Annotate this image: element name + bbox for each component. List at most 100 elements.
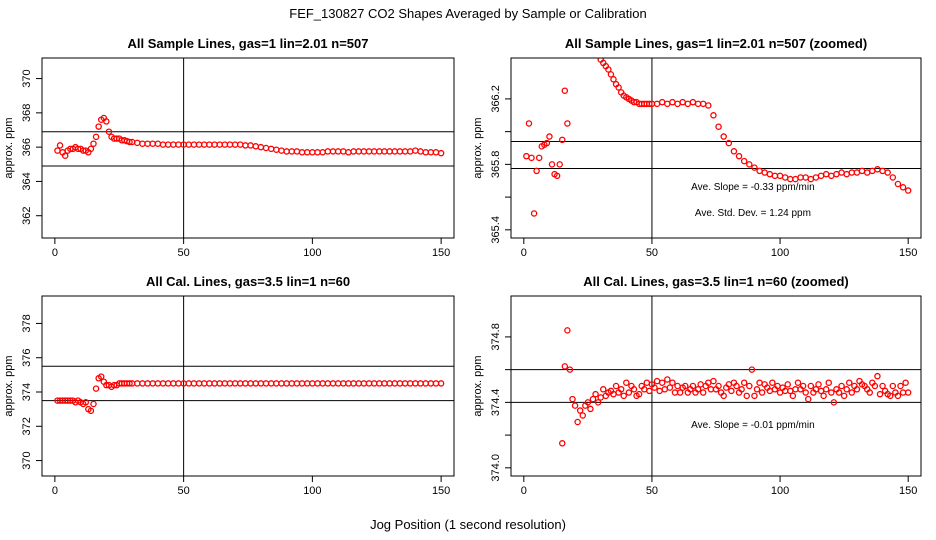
data-point bbox=[635, 390, 643, 398]
data-point bbox=[535, 154, 543, 162]
data-point bbox=[427, 380, 435, 387]
data-point bbox=[386, 148, 393, 155]
x-tick-label: 0 bbox=[521, 485, 527, 497]
data-point bbox=[766, 170, 774, 178]
data-point bbox=[623, 379, 630, 386]
data-point bbox=[365, 148, 373, 155]
data-point bbox=[92, 133, 100, 141]
data-point bbox=[620, 392, 628, 400]
data-point bbox=[571, 402, 579, 409]
data-point bbox=[858, 167, 866, 175]
data-point bbox=[843, 170, 850, 178]
data-point bbox=[190, 380, 198, 387]
data-point bbox=[807, 382, 815, 390]
data-point bbox=[733, 382, 740, 390]
data-point bbox=[566, 366, 574, 373]
data-point bbox=[139, 380, 146, 387]
data-point bbox=[350, 380, 357, 387]
data-point bbox=[401, 380, 409, 387]
data-point bbox=[164, 141, 172, 148]
data-point bbox=[61, 152, 69, 159]
data-point bbox=[699, 100, 707, 108]
data-point bbox=[612, 382, 620, 390]
data-point bbox=[417, 380, 424, 387]
data-point bbox=[154, 380, 162, 387]
data-point bbox=[200, 380, 208, 387]
data-point bbox=[406, 148, 414, 155]
data-point bbox=[231, 141, 239, 148]
data-point bbox=[743, 392, 751, 400]
data-point bbox=[725, 139, 733, 147]
data-point bbox=[610, 76, 617, 83]
data-point bbox=[283, 148, 290, 155]
data-point bbox=[391, 148, 399, 155]
data-point bbox=[820, 392, 827, 400]
data-point bbox=[530, 210, 538, 217]
data-point bbox=[597, 394, 604, 401]
data-point bbox=[432, 380, 440, 387]
y-tick-label: 374 bbox=[21, 383, 33, 401]
data-point bbox=[412, 380, 419, 387]
data-point bbox=[756, 379, 763, 386]
data-point bbox=[707, 386, 715, 393]
data-point bbox=[139, 140, 146, 147]
data-point bbox=[242, 142, 249, 149]
data-point bbox=[784, 381, 792, 388]
data-point bbox=[879, 382, 886, 390]
data-point bbox=[370, 380, 378, 387]
data-point bbox=[190, 141, 198, 148]
data-point bbox=[365, 380, 373, 387]
data-point bbox=[694, 100, 702, 108]
data-point bbox=[340, 148, 347, 155]
data-point bbox=[705, 102, 712, 109]
data-point bbox=[237, 141, 244, 148]
x-tick-label: 0 bbox=[521, 247, 527, 259]
y-axis-label: approx. ppm bbox=[3, 117, 15, 178]
plot-frame bbox=[510, 295, 922, 477]
data-point bbox=[543, 139, 551, 147]
data-point bbox=[432, 149, 440, 156]
data-point bbox=[789, 392, 797, 400]
data-point bbox=[669, 379, 676, 386]
x-tick-label: 50 bbox=[178, 485, 190, 497]
data-point bbox=[149, 380, 156, 387]
data-point bbox=[329, 380, 337, 387]
y-tick-label: 374.0 bbox=[490, 454, 502, 482]
data-point bbox=[90, 400, 97, 408]
x-tick-label: 100 bbox=[303, 485, 321, 497]
y-tick-label: 378 bbox=[21, 314, 33, 332]
data-point bbox=[262, 380, 270, 387]
data-point bbox=[792, 386, 799, 393]
data-point bbox=[574, 418, 581, 426]
data-point bbox=[360, 148, 368, 155]
data-point bbox=[200, 141, 208, 148]
data-point bbox=[902, 379, 909, 386]
data-point bbox=[195, 380, 203, 387]
data-point bbox=[564, 327, 571, 334]
data-point bbox=[273, 380, 280, 387]
data-point bbox=[175, 141, 182, 148]
data-point bbox=[869, 167, 876, 175]
data-point bbox=[746, 382, 753, 390]
data-point bbox=[345, 149, 352, 156]
data-point bbox=[437, 380, 445, 387]
data-point bbox=[170, 380, 177, 387]
plot-frame bbox=[41, 295, 455, 477]
data-point bbox=[159, 141, 167, 148]
data-point bbox=[746, 161, 753, 168]
data-points bbox=[559, 327, 912, 447]
data-point bbox=[799, 382, 807, 390]
data-point bbox=[303, 149, 311, 156]
data-point bbox=[587, 405, 594, 413]
data-point bbox=[710, 112, 717, 119]
data-point bbox=[761, 169, 768, 176]
data-point bbox=[533, 167, 540, 175]
data-points bbox=[54, 114, 445, 159]
data-point bbox=[658, 379, 666, 386]
data-point bbox=[674, 100, 681, 108]
data-point bbox=[267, 145, 275, 153]
data-point bbox=[293, 380, 301, 387]
x-tick-label: 150 bbox=[899, 247, 917, 259]
data-point bbox=[126, 138, 133, 146]
data-point bbox=[437, 149, 445, 157]
